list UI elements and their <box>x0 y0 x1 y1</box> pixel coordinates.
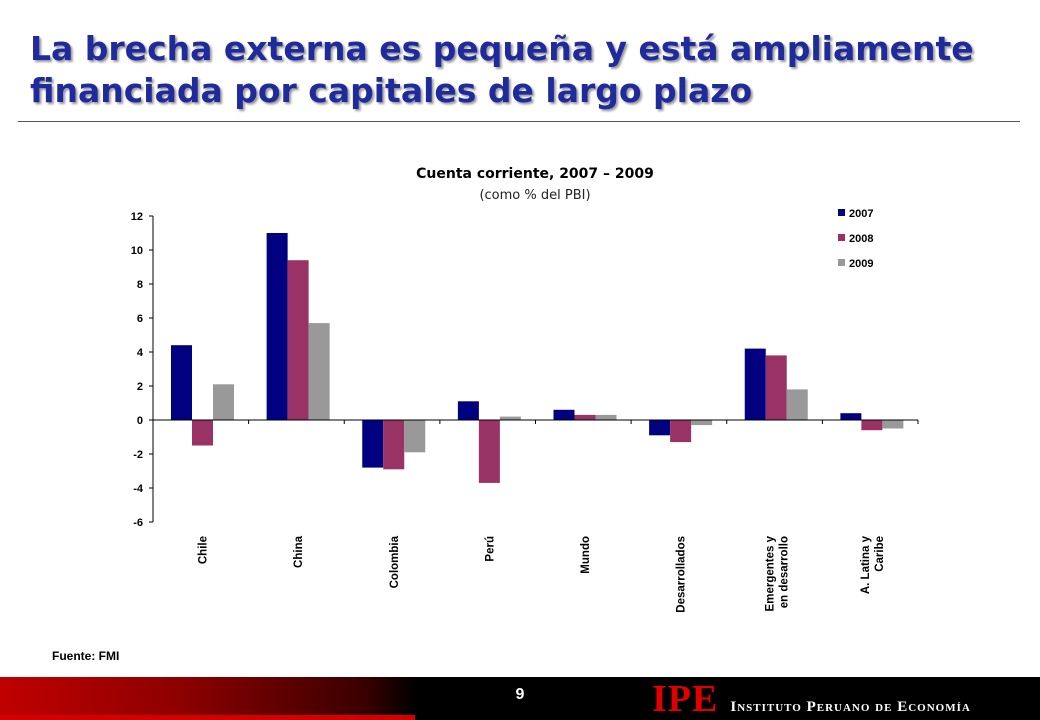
bar-2007 <box>171 345 192 420</box>
category-label: Colombia <box>389 535 401 588</box>
y-tick-label: -4 <box>133 483 144 495</box>
legend-swatch-2008 <box>838 234 845 241</box>
slide-title: La brecha externa es pequeña y está ampl… <box>30 29 974 110</box>
ipe-logo: IPE Instituto Peruano de Economía <box>652 680 971 718</box>
y-tick-label: -6 <box>133 517 143 529</box>
logo-mark: IPE <box>652 678 719 720</box>
legend-swatch-2007 <box>838 209 845 216</box>
bar-2008 <box>192 420 213 446</box>
chart-title: Cuenta corriente, 2007 – 2009 <box>416 166 654 182</box>
legend-label-2009: 2009 <box>849 258 873 270</box>
category-label: Desarrollados <box>676 536 688 613</box>
bar-2008 <box>670 420 692 443</box>
bar-2008 <box>287 260 309 420</box>
y-tick-label: 10 <box>131 245 143 257</box>
category-label: Chile <box>198 536 210 564</box>
footer-bar <box>0 677 1040 720</box>
bar-2009 <box>213 384 234 420</box>
category-label: A. Latina y <box>860 535 872 594</box>
category-label: China <box>293 535 305 568</box>
title-divider <box>18 121 1020 122</box>
bar-2009 <box>882 420 904 429</box>
category-label: Mundo <box>580 536 592 574</box>
bar-2008 <box>383 420 405 470</box>
chart-subtitle: (como % del PBI) <box>479 188 591 203</box>
logo-text: Instituto Peruano de Economía <box>730 699 971 715</box>
category-label: Perú <box>484 536 496 562</box>
y-tick-label: 8 <box>137 279 143 291</box>
bar-2007 <box>266 233 288 420</box>
category-label: Emergentes y <box>764 535 776 611</box>
legend-swatch-2009 <box>838 259 845 266</box>
bar-2009 <box>499 416 521 420</box>
category-label: Caribe <box>874 536 886 572</box>
bar-2008 <box>861 420 883 431</box>
category-label: en desarrollo <box>778 536 790 608</box>
bar-2009 <box>691 420 713 426</box>
y-tick-label: 2 <box>137 381 143 393</box>
y-tick-label: -2 <box>133 449 143 461</box>
legend-label-2008: 2008 <box>849 233 873 245</box>
bar-2008 <box>765 355 787 420</box>
y-tick-label: 6 <box>137 313 143 325</box>
bar-2008 <box>574 414 596 420</box>
bar-2007 <box>649 420 671 436</box>
legend-label-2007: 2007 <box>849 208 873 220</box>
bar-2007 <box>553 409 575 420</box>
bar-2008 <box>478 420 500 483</box>
bar-2009 <box>786 389 808 420</box>
y-tick-label: 12 <box>131 211 143 223</box>
current-account-chart: -6 -4 -2 0 2 4 6 8 10 12 Chile China Colombia Perú Mun… <box>131 208 919 613</box>
source-note: Fuente: FMI <box>52 649 120 663</box>
bar-2009 <box>595 414 617 420</box>
bar-2007 <box>457 401 479 420</box>
bar-2009 <box>404 420 426 453</box>
y-tick-label: 0 <box>137 415 143 427</box>
page-number: 9 <box>515 686 525 703</box>
y-tick-label: 4 <box>137 347 144 359</box>
bar-2007 <box>840 413 862 420</box>
bar-2007 <box>362 420 384 468</box>
bar-2009 <box>308 323 330 420</box>
bar-2007 <box>744 348 766 420</box>
footer-accent <box>0 715 415 720</box>
